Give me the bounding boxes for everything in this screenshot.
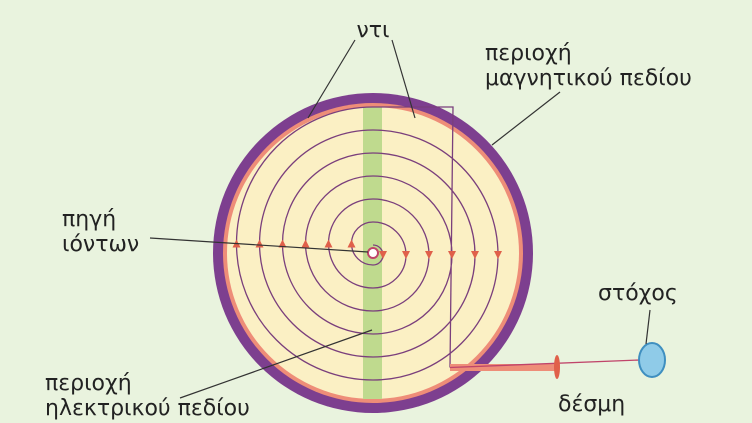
lead-line	[149, 237, 369, 253]
lead-line	[491, 91, 561, 146]
arrow	[471, 251, 479, 259]
label: στόχος	[598, 281, 678, 306]
arrow	[494, 251, 502, 259]
label: ντι	[357, 18, 390, 43]
arrow	[448, 251, 456, 259]
label: δέσμη	[558, 392, 625, 417]
ion-source-dot	[367, 247, 379, 259]
label: περιοχή	[45, 371, 132, 396]
arrow	[278, 239, 287, 248]
arrow	[324, 239, 333, 248]
arrow	[301, 239, 310, 248]
arrow	[425, 251, 433, 259]
target-disc	[638, 342, 666, 378]
label: μαγνητικού πεδίου	[485, 66, 692, 91]
label: πηγή	[62, 207, 116, 232]
label: περιοχή	[485, 41, 572, 66]
arrow	[379, 251, 387, 259]
exit-electrode	[554, 355, 560, 379]
arrow	[347, 239, 356, 248]
lead-line	[645, 309, 651, 345]
lead-line	[179, 329, 373, 399]
lead-line	[307, 39, 356, 119]
spiral-path	[235, 106, 499, 381]
arrow	[402, 251, 410, 259]
beam-line	[449, 359, 641, 369]
lead-line	[391, 39, 416, 119]
label: ιόντων	[62, 232, 139, 257]
beam-channel	[450, 364, 558, 371]
label: ηλεκτρικού πεδίου	[45, 396, 250, 421]
